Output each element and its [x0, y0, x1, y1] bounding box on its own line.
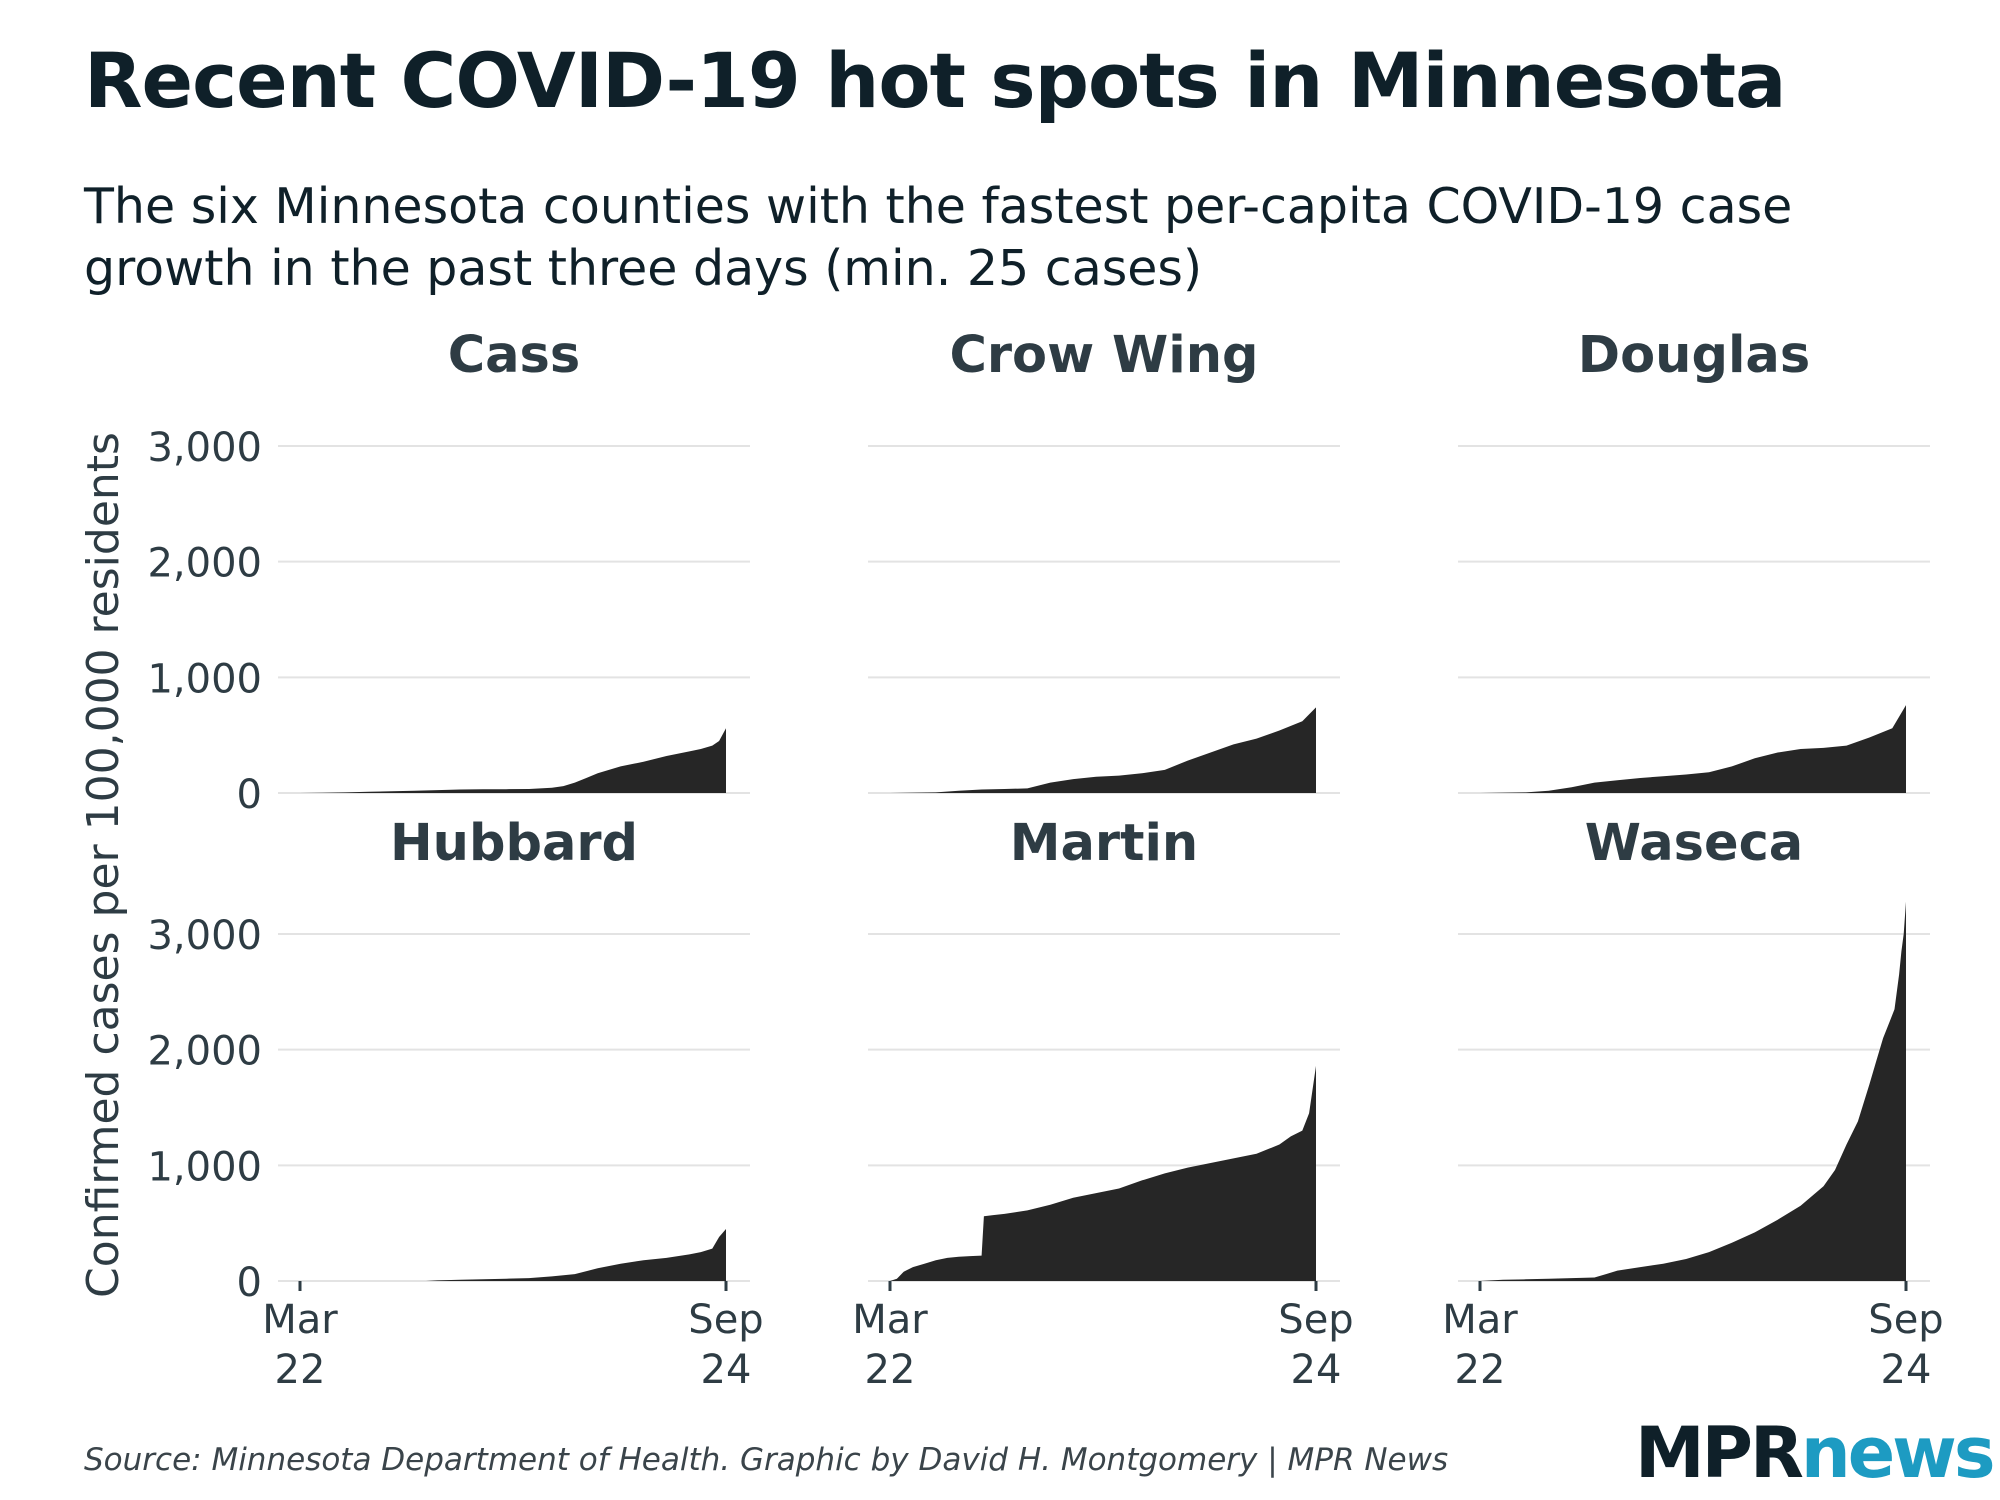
area-martin — [890, 1065, 1316, 1281]
x-tick-label-month-martin-186: Sep — [1278, 1297, 1353, 1343]
area-cass — [300, 728, 726, 793]
panel-title-waseca: Waseca — [1585, 814, 1803, 873]
y-tick-label-1-2000: 2,000 — [147, 541, 262, 587]
subtitle-line-2: growth in the past three days (min. 25 c… — [84, 240, 1203, 297]
mpr-news-logo: MPRnews — [1635, 1412, 1996, 1494]
y-tick-label-1-0: 0 — [237, 772, 262, 818]
y-tick-label-2-0: 0 — [237, 1260, 262, 1306]
x-tick-label-day-waseca-0: 22 — [1455, 1347, 1506, 1393]
chart-title: Recent COVID-19 hot spots in Minnesota — [84, 36, 1786, 125]
panel-title-hubbard: Hubbard — [390, 814, 638, 873]
x-tick-label-day-martin-186: 24 — [1291, 1347, 1342, 1393]
y-tick-label-1-1000: 1,000 — [147, 656, 262, 702]
chart-subtitle: The six Minnesota counties with the fast… — [84, 176, 1984, 300]
x-tick-label-month-waseca-186: Sep — [1868, 1297, 1943, 1343]
area-hubbard — [300, 1229, 726, 1281]
area-waseca — [1480, 901, 1906, 1281]
panel-title-douglas: Douglas — [1578, 326, 1810, 385]
panel-title-cass: Cass — [448, 326, 581, 385]
y-tick-label-1-3000: 3,000 — [147, 425, 262, 471]
x-tick-label-month-waseca-0: Mar — [1442, 1297, 1518, 1343]
panel-title-martin: Martin — [1010, 814, 1199, 873]
logo-news: news — [1800, 1412, 1996, 1494]
x-tick-label-day-waseca-186: 24 — [1881, 1347, 1932, 1393]
x-tick-label-day-hubbard-0: 22 — [275, 1347, 326, 1393]
y-tick-label-2-2000: 2,000 — [147, 1029, 262, 1075]
area-crow-wing — [890, 707, 1316, 793]
x-tick-label-month-hubbard-186: Sep — [688, 1297, 763, 1343]
logo-mpr: MPR — [1635, 1412, 1804, 1494]
area-douglas — [1480, 705, 1906, 793]
x-tick-label-day-martin-0: 22 — [865, 1347, 916, 1393]
panel-title-crow-wing: Crow Wing — [949, 326, 1258, 385]
x-tick-label-day-hubbard-186: 24 — [701, 1347, 752, 1393]
x-tick-label-month-martin-0: Mar — [852, 1297, 928, 1343]
y-axis-label: Confirmed cases per 100,000 residents — [78, 432, 129, 1298]
y-tick-label-2-3000: 3,000 — [147, 913, 262, 959]
y-tick-label-2-1000: 1,000 — [147, 1144, 262, 1190]
subtitle-line-1: The six Minnesota counties with the fast… — [84, 178, 1793, 235]
x-tick-label-month-hubbard-0: Mar — [262, 1297, 338, 1343]
source-note: Source: Minnesota Department of Health. … — [84, 1442, 1449, 1478]
